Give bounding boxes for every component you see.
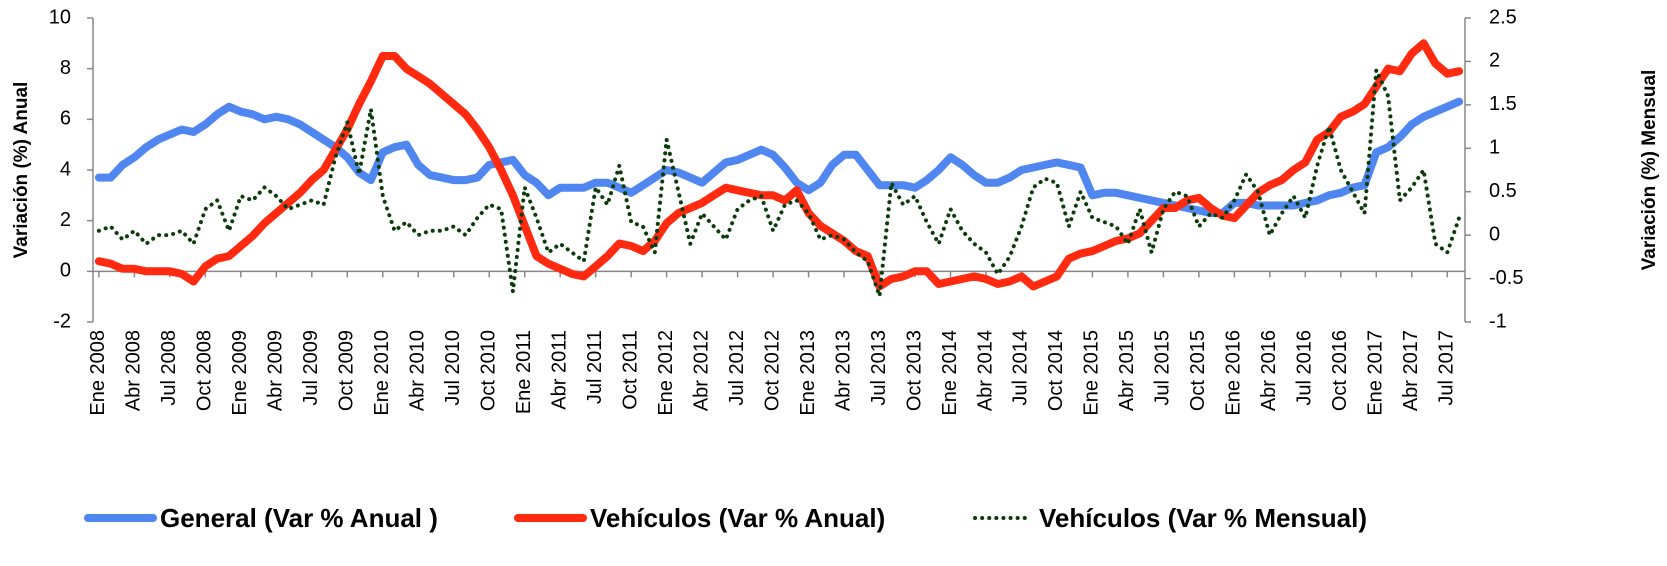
x-tick-label: Abr 2011 [548,330,570,410]
legend-label: Vehículos (Var % Anual) [590,503,885,533]
x-tick-label: Ene 2013 [797,330,819,416]
series-line [94,39,1464,291]
legend-label: General (Var % Anual ) [160,503,438,533]
y-tick-label: 0 [60,260,71,282]
x-tick-label: Ene 2014 [939,330,961,416]
x-tick-label: Oct 2008 [194,330,216,411]
x-tick-label: Jul 2010 [442,330,464,406]
x-tick-label: Ene 2008 [87,330,109,416]
x-tick-label: Oct 2014 [1045,330,1067,411]
y-tick-label: 2 [60,209,71,231]
x-tick-label: Abr 2016 [1258,330,1280,411]
x-tick-label: Jul 2017 [1436,330,1458,406]
x-tick-label: Jul 2016 [1294,330,1316,406]
x-tick-label: Ene 2009 [229,330,251,416]
legend-label: Vehículos (Var % Mensual) [1039,503,1367,533]
y2-tick-label: 0 [1489,223,1500,245]
x-tick-label: Ene 2011 [513,330,535,414]
y-tick-label: 6 [60,108,71,130]
x-tick-label: Abr 2015 [1116,330,1138,411]
series-line [94,97,1464,218]
x-tick-label: Ene 2015 [1081,330,1103,416]
x-tick-label: Jul 2008 [158,330,180,406]
series-line [96,68,1462,298]
x-tick-label: Jul 2009 [300,330,322,406]
y-axis-title: Variación (%) Anual [11,82,32,259]
y-tick-label: -2 [53,310,71,332]
x-tick-label: Jul 2012 [726,330,748,406]
x-tick-label: Abr 2009 [265,330,287,411]
y-tick-label: 8 [60,57,71,79]
x-tick-label: Jul 2013 [868,330,890,406]
x-tick-label: Abr 2017 [1400,330,1422,411]
y2-axis-title: Variación (%) Mensual [1639,70,1660,271]
y-tick-label: 10 [49,6,71,28]
x-tick-label: Oct 2012 [761,330,783,411]
y2-tick-label: 1 [1489,137,1500,159]
x-tick-label: Abr 2013 [832,330,854,411]
y2-tick-label: -0.5 [1489,267,1523,289]
x-tick-label: Ene 2016 [1223,330,1245,416]
y2-tick-label: 1.5 [1489,93,1517,115]
y-tick-label: 4 [60,158,71,180]
x-tick-label: Oct 2010 [478,330,500,411]
y2-tick-label: -1 [1489,310,1507,332]
x-tick-label: Ene 2017 [1365,330,1387,416]
x-tick-label: Abr 2014 [974,330,996,411]
x-tick-label: Abr 2008 [123,330,145,411]
x-tick-label: Jul 2011 [584,330,606,404]
x-tick-label: Abr 2012 [690,330,712,411]
x-tick-label: Oct 2011 [619,330,641,410]
y2-tick-label: 2 [1489,50,1500,72]
x-tick-label: Oct 2009 [336,330,358,411]
y2-tick-label: 2.5 [1489,6,1517,28]
x-tick-label: Ene 2012 [655,330,677,416]
y2-tick-label: 0.5 [1489,180,1517,202]
x-tick-label: Jul 2014 [1010,330,1032,406]
x-tick-label: Oct 2016 [1329,330,1351,411]
x-tick-label: Jul 2015 [1152,330,1174,406]
x-tick-label: Ene 2010 [371,330,393,416]
x-tick-label: Abr 2010 [407,330,429,411]
x-tick-label: Oct 2013 [903,330,925,411]
x-tick-label: Oct 2015 [1187,330,1209,411]
